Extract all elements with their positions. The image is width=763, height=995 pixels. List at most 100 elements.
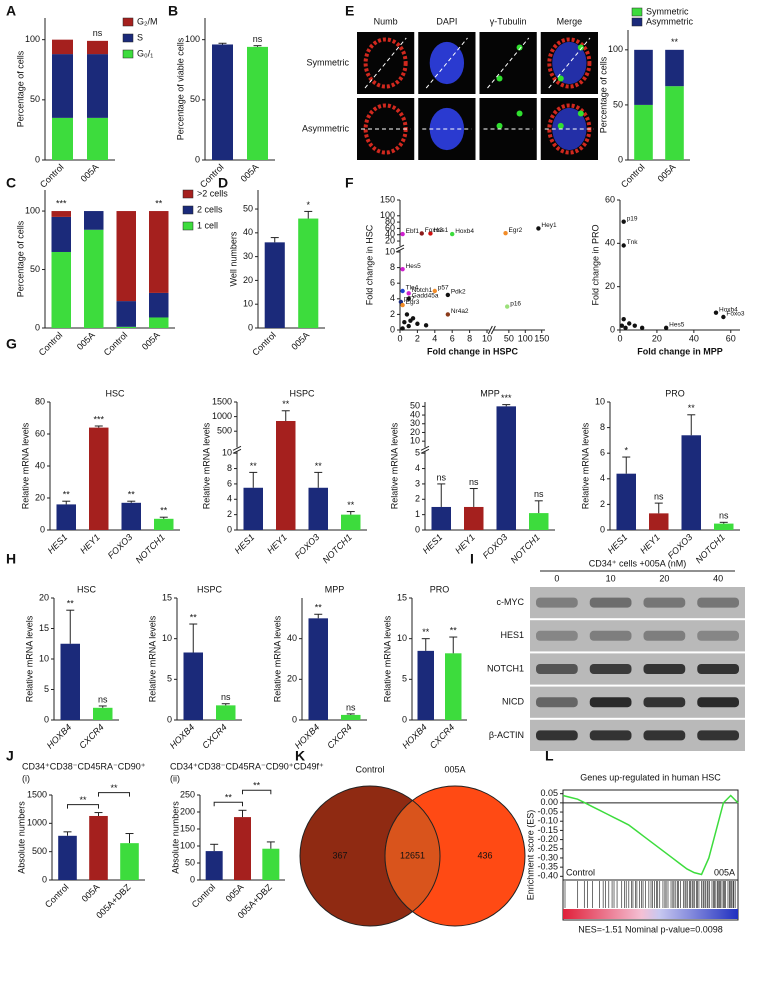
y-tick-label: 0: [248, 322, 253, 332]
legend-label: G₂/M: [137, 16, 158, 26]
y-tick-label: 15: [39, 623, 49, 633]
significance: ns: [253, 34, 263, 44]
y-tick-label: 50: [30, 94, 40, 104]
significance: **: [422, 627, 430, 637]
legend-label: 1 cell: [197, 220, 218, 230]
side-label: Control: [566, 867, 595, 877]
row-label: HES1: [500, 630, 524, 640]
significance: **: [688, 403, 696, 413]
bar: [89, 815, 108, 880]
x-tick-label: HOXB4: [293, 722, 322, 751]
point-label: Hey1: [541, 222, 557, 229]
significance: ns: [93, 28, 103, 38]
significance: ns: [469, 477, 479, 487]
bar-segment: [665, 86, 684, 160]
y-tick-label: 40: [287, 633, 297, 643]
panel-title: Genes up-regulated in human HSC: [580, 772, 721, 782]
y-tick-label: 10: [222, 448, 232, 458]
x-tick-label: NOTCH1: [509, 532, 542, 565]
point-label: Hes5: [406, 263, 422, 270]
x-tick-label: 4: [432, 333, 437, 343]
x-tick-label: 10: [482, 333, 492, 343]
row-header: Symmetric: [307, 57, 350, 67]
panel-sublabel: (ii): [170, 773, 180, 783]
decoration: [552, 41, 587, 85]
y-tick-label: 100: [25, 34, 40, 44]
x-tick-label: CXCR4: [428, 722, 457, 751]
decoration: [232, 448, 242, 454]
y-tick-label: 0: [292, 714, 297, 724]
bar: [298, 218, 319, 328]
decoration: [643, 597, 686, 608]
y-tick-label: 100: [608, 44, 623, 54]
y-tick-label: 500: [32, 846, 47, 856]
panel-letter: I: [470, 551, 474, 567]
bar: [243, 487, 263, 530]
bracket: [242, 789, 272, 795]
significance: **: [190, 612, 198, 622]
decoration: [395, 247, 405, 253]
point: [400, 302, 405, 308]
y-tick-label: -0.30: [537, 852, 558, 862]
bracket: [98, 792, 130, 797]
y-axis-label: Fold change in HSC: [364, 224, 374, 305]
y-tick-label: 1: [415, 509, 420, 519]
significance: **: [253, 781, 261, 791]
panel-letter: H: [6, 551, 16, 567]
point-label: Tle4: [406, 285, 419, 292]
y-tick-label: 40: [410, 409, 420, 419]
significance: **: [315, 603, 323, 613]
point: [402, 320, 407, 325]
panel-letter: G: [6, 336, 17, 352]
bar-segment: [665, 49, 684, 87]
bracket: [213, 801, 243, 807]
decoration: [487, 325, 493, 335]
bar: [341, 514, 361, 530]
x-tick-label: 20: [652, 333, 662, 343]
y-tick-label: 0.05: [540, 788, 558, 798]
decoration: [530, 620, 745, 652]
point: [400, 288, 405, 294]
row-label: NICD: [502, 697, 524, 707]
y-tick-label: 0: [42, 874, 47, 884]
decoration: [557, 75, 564, 82]
point-label: Hss1: [433, 227, 448, 234]
legend-swatch: [182, 189, 194, 199]
y-tick-label: 100: [380, 210, 395, 220]
y-tick-label: 5: [167, 674, 172, 684]
y-tick-label: 0: [618, 154, 623, 164]
point: [445, 312, 451, 317]
bar-segment: [52, 117, 73, 160]
panel-letter: F: [345, 175, 354, 191]
bar: [183, 652, 203, 720]
decoration: [232, 445, 242, 451]
y-tick-label: 10: [39, 653, 49, 663]
panel-title: MPP: [325, 584, 345, 594]
panel-title: HSPC: [289, 388, 315, 398]
decoration: [363, 37, 408, 89]
point-label: Foxo3: [425, 227, 443, 234]
bar: [417, 650, 434, 720]
panel-title: MPP: [480, 388, 500, 398]
bar: [529, 513, 549, 530]
significance: ns: [98, 694, 108, 704]
bar-segment: [51, 211, 71, 217]
legend-swatch: [122, 33, 134, 43]
x-tick-label: FOXO3: [293, 532, 322, 561]
significance: ***: [93, 414, 104, 424]
y-tick-label: 20: [385, 235, 395, 245]
y-axis-label: Percentage of cells: [15, 220, 25, 297]
y-tick-label: 20: [243, 275, 253, 285]
y-tick-label: 10: [410, 436, 420, 446]
y-axis-label: Absolute numbers: [170, 801, 180, 874]
y-tick-label: 10: [397, 633, 407, 643]
bar: [681, 435, 701, 530]
y-tick-label: 6: [390, 278, 395, 288]
x-tick-label: NOTCH1: [134, 532, 167, 565]
y-tick-label: 60: [605, 194, 615, 204]
bar-segment: [84, 211, 104, 230]
x-tick-label: CXCR4: [200, 722, 229, 751]
x-tick-label: 005A: [79, 162, 101, 184]
decoration: [557, 122, 564, 129]
set-label: Control: [355, 764, 384, 774]
